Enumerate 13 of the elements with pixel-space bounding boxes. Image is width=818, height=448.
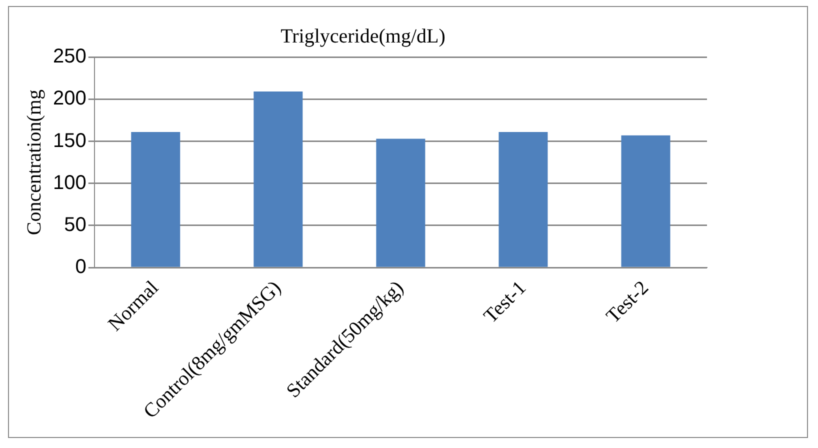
y-tick-label: 150 xyxy=(52,130,86,152)
bar xyxy=(254,92,303,267)
y-axis-title: Concentration(mg xyxy=(23,90,46,236)
y-tick-label: 0 xyxy=(75,256,86,278)
y-tick-label: 250 xyxy=(52,46,86,68)
chart-title: Triglyceride(mg/dL) xyxy=(280,25,446,48)
bar xyxy=(131,132,180,267)
y-tick-label: 200 xyxy=(52,88,86,110)
bar xyxy=(498,132,548,267)
y-tick-label: 50 xyxy=(64,214,86,236)
bar xyxy=(376,138,426,267)
y-tick-label: 100 xyxy=(52,172,86,194)
bar xyxy=(621,135,670,267)
